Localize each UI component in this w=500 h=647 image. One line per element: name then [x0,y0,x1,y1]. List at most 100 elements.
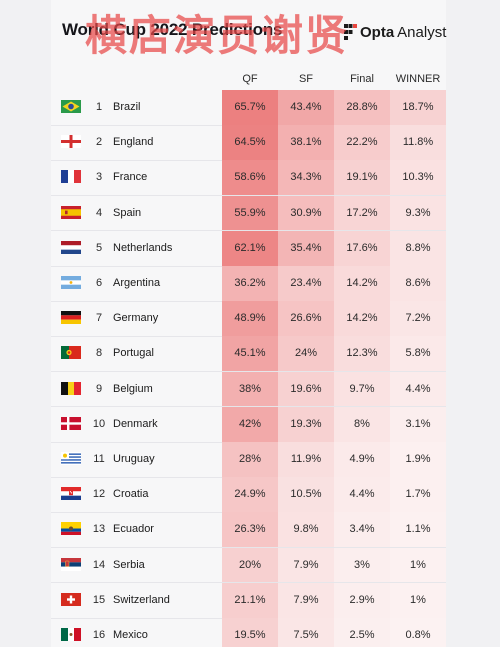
table-row: 14 Serbia 20% 7.9% 3% 1% [51,547,446,583]
cell-final: 3% [334,547,390,583]
belgium-flag-icon [61,381,81,395]
cell-final: 4.9% [334,442,390,477]
team-name: Uruguay [113,453,155,465]
column-header-qf: QF [242,73,258,85]
cell-winner: 10.3% [390,160,446,196]
france-flag-icon [61,170,81,184]
cell-final: 3.4% [334,512,390,548]
cell-sf: 34.3% [278,160,334,196]
cell-sf: 38.1% [278,125,334,161]
column-header-winner: WINNER [395,73,441,85]
cell-sf: 35.4% [278,230,334,266]
team-name: Argentina [113,277,161,289]
team-rank: 6 [95,277,103,289]
cell-qf: 20% [222,547,278,583]
mexico-flag-icon [61,628,81,641]
cell-final: 14.2% [334,266,390,301]
cell-final: 2.9% [334,582,390,618]
table-row: 7 Germany 48.9% 26.6% 14.2% 7.2% [51,301,446,337]
cell-qf: 28% [222,442,278,477]
cell-winner: 1.9% [390,442,446,477]
team-name: France [113,171,148,184]
table-row: 10 Denmark 42% 19.3% 8% 3.1% [51,406,446,442]
team-name: Germany [113,312,159,325]
team-name: Netherlands [113,241,173,254]
cell-final: 2.5% [334,618,390,647]
team-name: Switzerland [113,593,170,606]
cell-winner: 0.8% [390,618,446,647]
denmark-flag-icon [61,416,81,430]
cell-sf: 30.9% [278,195,334,231]
cell-sf: 26.6% [278,301,334,337]
cell-final: 9.7% [334,371,390,407]
cell-winner: 18.7% [390,90,446,125]
team-name: Brazil [113,101,141,113]
team-rank: 3 [95,171,103,184]
column-header-final: Final [350,73,374,85]
switzerland-flag-icon [61,592,81,606]
cell-sf: 23.4% [278,266,334,301]
table-row: 6 Argentina 36.2% 23.4% 14.2% 8.6% [51,266,446,301]
cell-final: 17.6% [334,230,390,266]
team-rank: 10 [92,417,106,430]
cell-qf: 19.5% [222,618,278,647]
column-header-sf: SF [298,73,314,85]
cell-winner: 11.8% [390,125,446,161]
opta-analyst-logo: Opta Analyst [344,22,446,42]
cell-sf: 24% [278,336,334,372]
table-row: 13 Ecuador 26.3% 9.8% 3.4% 1.1% [51,512,446,548]
table-row: 5 Netherlands 62.1% 35.4% 17.6% 8.8% [51,230,446,266]
team-name: Mexico [113,629,148,641]
team-name: Croatia [113,488,149,501]
cell-winner: 8.6% [390,266,446,301]
watermark-text: 横店演员谢贤 [85,11,350,60]
cell-final: 8% [334,406,390,442]
cell-final: 17.2% [334,195,390,231]
team-rank: 12 [92,488,106,501]
table-row: 4 Spain 55.9% 30.9% 17.2% 9.3% [51,195,446,231]
cell-qf: 42% [222,406,278,442]
germany-flag-icon [61,311,81,325]
cell-sf: 7.9% [278,547,334,583]
cell-qf: 55.9% [222,195,278,231]
cell-winner: 3.1% [390,406,446,442]
table-row: 16 Mexico 19.5% 7.5% 2.5% 0.8% [51,618,446,647]
cell-qf: 45.1% [222,336,278,372]
team-name: Belgium [113,382,153,395]
cell-final: 4.4% [334,477,390,513]
cell-sf: 19.6% [278,371,334,407]
cell-sf: 9.8% [278,512,334,548]
cell-qf: 24.9% [222,477,278,513]
team-name: Denmark [113,417,158,430]
cell-qf: 64.5% [222,125,278,161]
cell-winner: 8.8% [390,230,446,266]
team-name: England [113,136,154,149]
cell-final: 22.2% [334,125,390,161]
cell-qf: 38% [222,371,278,407]
team-rank: 2 [95,136,103,149]
cell-winner: 5.8% [390,336,446,372]
team-name: Portugal [113,347,154,360]
opta-logo-icon [344,24,357,40]
cell-sf: 43.4% [278,90,334,125]
table-row: 9 Belgium 38% 19.6% 9.7% 4.4% [51,371,446,407]
brand-suffix: Analyst [397,23,447,41]
table-row: 1 Brazil 65.7% 43.4% 28.8% 18.7% [51,90,446,125]
cell-winner: 1% [390,547,446,583]
cell-sf: 11.9% [278,442,334,477]
cell-sf: 7.5% [278,618,334,647]
spain-flag-icon [61,205,81,219]
brazil-flag-icon [61,100,81,113]
team-name: Ecuador [113,523,154,536]
table-row: 12 Croatia 24.9% 10.5% 4.4% 1.7% [51,477,446,513]
table-row: 11 Uruguay 28% 11.9% 4.9% 1.9% [51,442,446,477]
team-rank: 16 [92,629,106,641]
table-row: 8 Portugal 45.1% 24% 12.3% 5.8% [51,336,446,372]
cell-final: 12.3% [334,336,390,372]
team-rank: 4 [95,206,103,219]
team-rank: 15 [92,593,106,606]
cell-qf: 21.1% [222,582,278,618]
team-rank: 5 [95,241,103,254]
team-name: Spain [113,206,142,219]
croatia-flag-icon [61,487,81,501]
